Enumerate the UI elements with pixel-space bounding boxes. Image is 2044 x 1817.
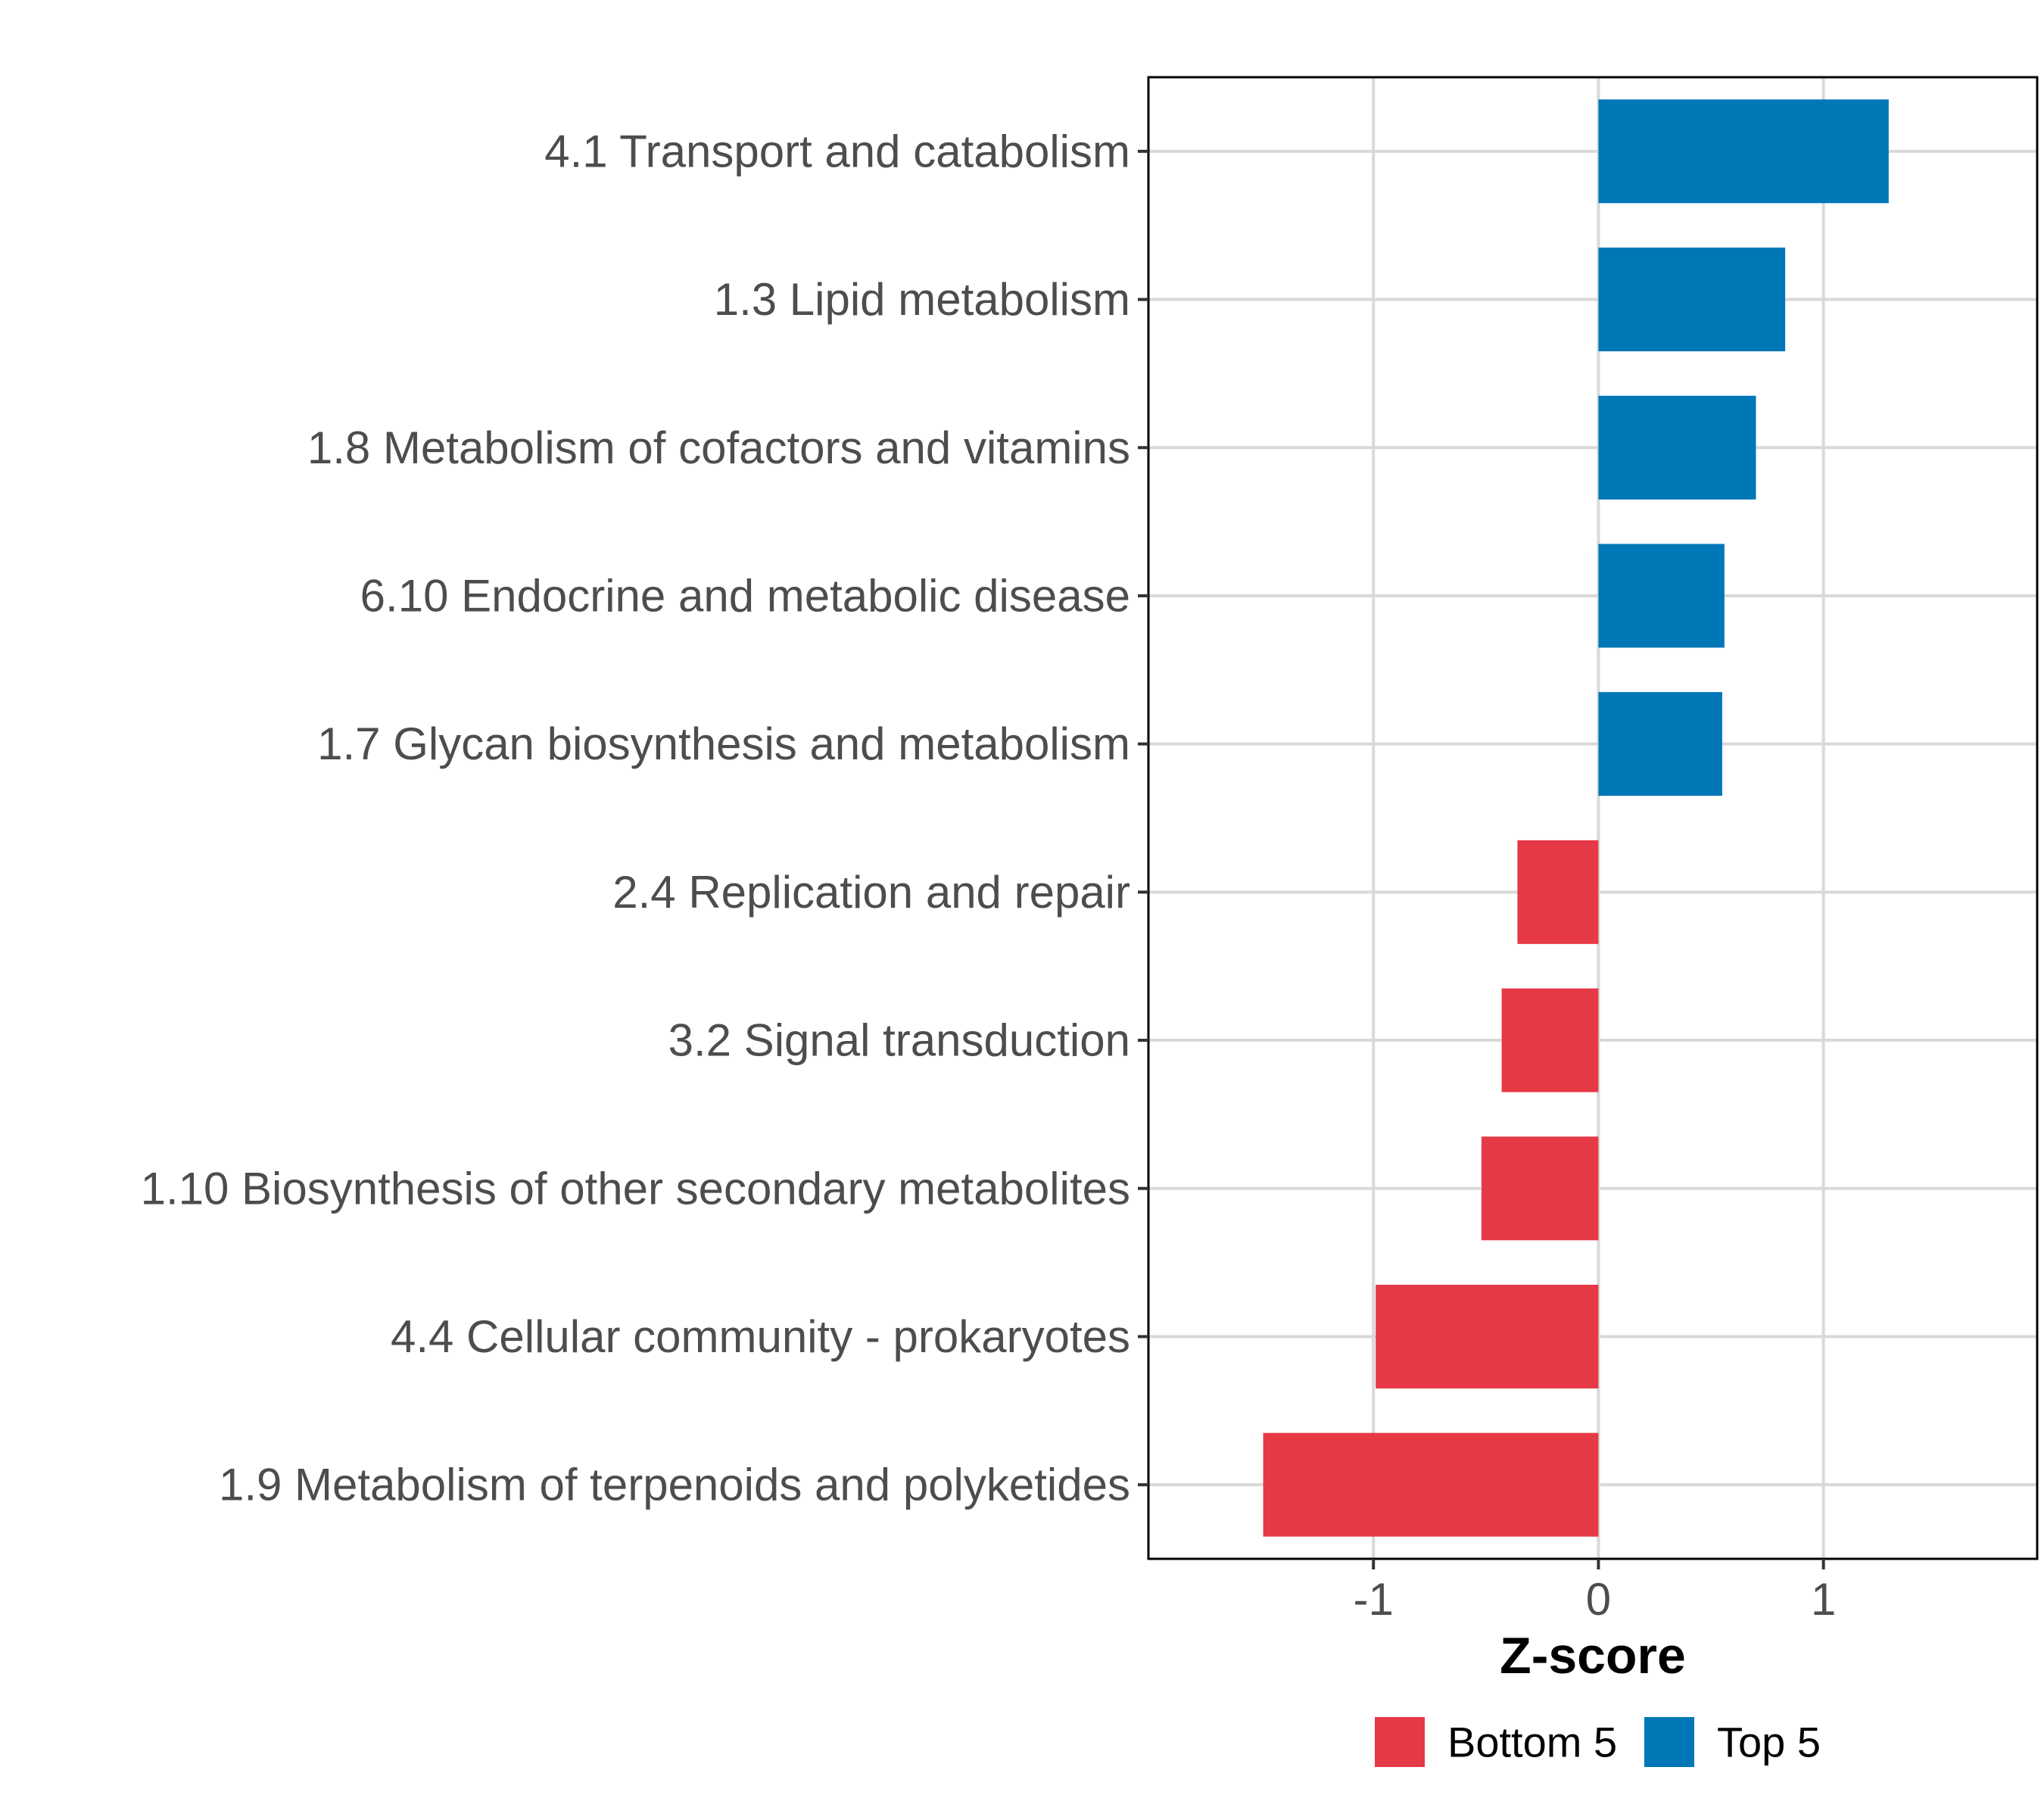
bar bbox=[1263, 1432, 1599, 1537]
y-axis-category-labels: 4.1 Transport and catabolism 1.3 Lipid me… bbox=[141, 126, 1130, 1510]
category-label: 4.4 Cellular community - prokaryotes bbox=[391, 1311, 1130, 1362]
bar bbox=[1598, 692, 1722, 796]
category-label: 1.3 Lipid metabolism bbox=[714, 274, 1130, 325]
legend-label: Bottom 5 bbox=[1447, 1719, 1617, 1766]
bar bbox=[1598, 99, 1889, 204]
legend-swatch bbox=[1375, 1717, 1425, 1767]
bar bbox=[1517, 840, 1599, 944]
bar bbox=[1598, 544, 1725, 648]
bar bbox=[1376, 1284, 1599, 1388]
x-axis-title: Z-score bbox=[1500, 1627, 1686, 1685]
bar bbox=[1598, 248, 1786, 352]
category-label: 1.10 Biosynthesis of other secondary met… bbox=[141, 1163, 1130, 1214]
y-axis-ticks bbox=[1138, 149, 1148, 1487]
category-label: 3.2 Signal transduction bbox=[668, 1015, 1130, 1066]
category-label: 2.4 Replication and repair bbox=[612, 867, 1130, 918]
bar bbox=[1501, 988, 1599, 1092]
bar bbox=[1598, 395, 1756, 500]
legend-swatch bbox=[1644, 1717, 1694, 1767]
category-label: 4.1 Transport and catabolism bbox=[544, 126, 1130, 176]
category-label: 1.9 Metabolism of terpenoids and polyket… bbox=[219, 1460, 1130, 1510]
bars bbox=[1263, 99, 1889, 1537]
legend: Bottom 5 Top 5 bbox=[1375, 1717, 1821, 1767]
category-label: 1.7 Glycan biosynthesis and metabolism bbox=[317, 718, 1130, 769]
x-tick-label: 1 bbox=[1811, 1574, 1836, 1625]
category-label: 6.10 Endocrine and metabolic disease bbox=[360, 570, 1130, 621]
category-label: 1.8 Metabolism of cofactors and vitamins bbox=[307, 422, 1130, 473]
x-tick-label: -1 bbox=[1354, 1574, 1394, 1625]
bar bbox=[1481, 1136, 1599, 1241]
panel-border bbox=[1147, 76, 2039, 1560]
x-axis-ticks: -1 0 1 bbox=[1354, 1559, 1836, 1625]
x-tick-label: 0 bbox=[1586, 1574, 1611, 1625]
legend-label: Top 5 bbox=[1717, 1719, 1821, 1766]
